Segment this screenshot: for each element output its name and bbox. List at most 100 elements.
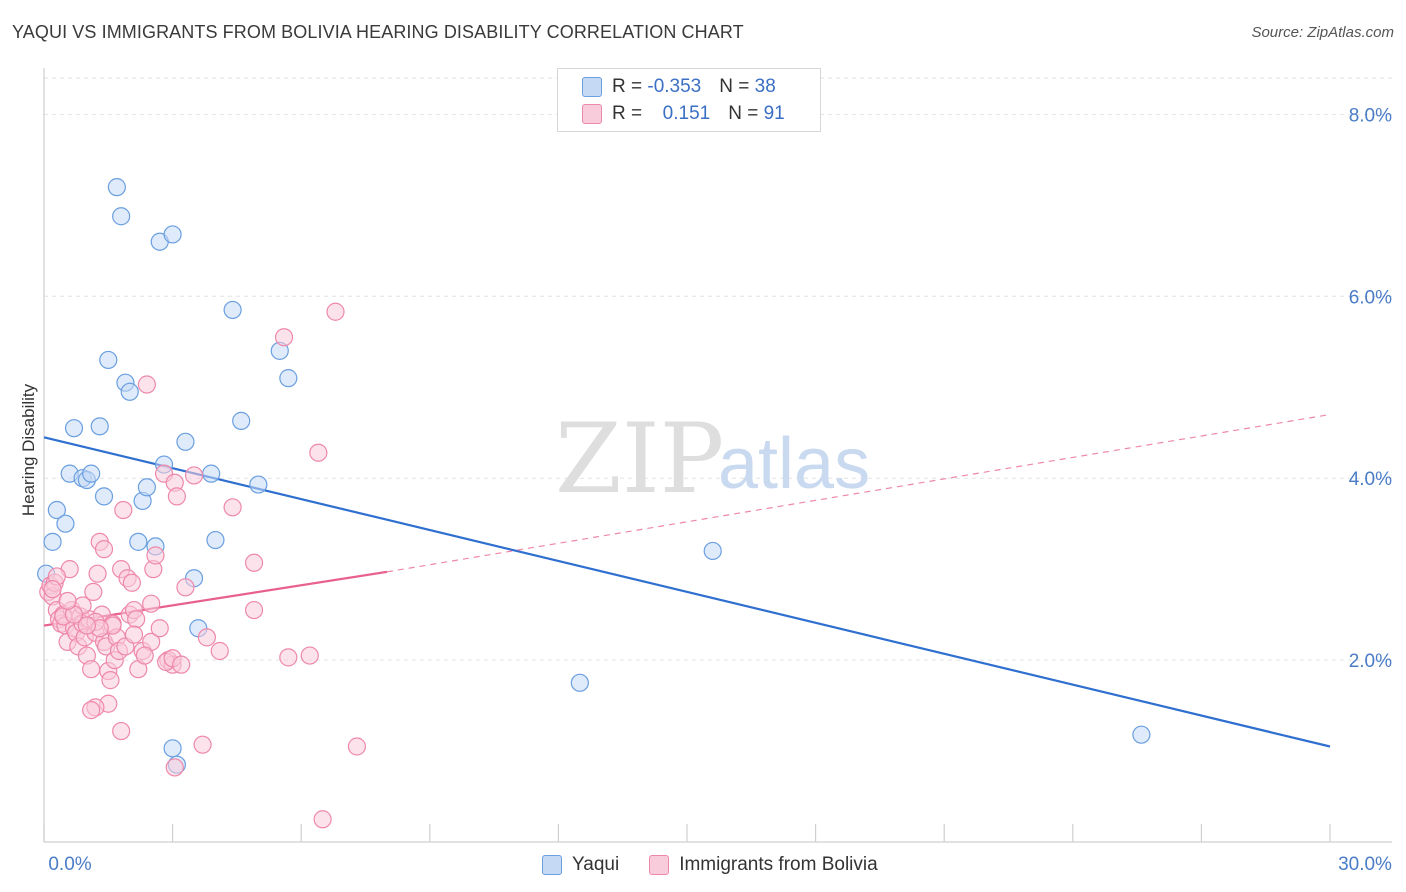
bolivia-point — [82, 701, 101, 720]
yaqui-point — [56, 514, 75, 533]
yaqui-point — [232, 411, 251, 430]
bolivia-point — [122, 573, 141, 592]
yaqui-point — [137, 478, 156, 497]
legend-swatch-yaqui — [582, 77, 602, 97]
bolivia-point — [77, 616, 96, 635]
bolivia-point — [127, 610, 146, 629]
bolivia-point — [165, 758, 184, 777]
bolivia-point — [300, 646, 319, 665]
y-axis-label: Hearing Disability — [19, 383, 38, 516]
yaqui-swatch — [542, 855, 562, 875]
yaqui-point — [1132, 725, 1151, 744]
bolivia-point — [150, 619, 169, 638]
yaqui-point — [176, 432, 195, 451]
bolivia-point — [309, 443, 328, 462]
legend-r-label: R = — [612, 76, 648, 97]
yaqui-point — [703, 541, 722, 561]
bolivia-point — [124, 625, 144, 644]
yaqui-point — [223, 300, 242, 320]
y-tick-label: 6.0% — [1349, 287, 1392, 308]
yaqui-point — [107, 178, 126, 197]
yaqui-point — [99, 350, 118, 370]
bolivia-point — [82, 660, 101, 679]
bolivia-point — [223, 498, 242, 517]
bolivia-point — [58, 591, 77, 611]
yaqui-point — [570, 673, 589, 692]
legend-row-yaqui: R = -0.353 N = 38 — [582, 75, 776, 99]
legend-n-label: N = — [728, 103, 764, 124]
bolivia-point — [197, 628, 216, 647]
yaqui-point — [94, 487, 114, 506]
bolivia-label: Immigrants from Bolivia — [679, 854, 878, 875]
series-legend-bolivia: Immigrants from Bolivia — [649, 854, 878, 876]
yaqui-point — [64, 419, 84, 438]
grid-lines — [44, 77, 1392, 661]
yaqui-point — [206, 530, 225, 550]
bolivia-point — [274, 328, 294, 347]
bolivia-trend-extension — [386, 413, 1331, 573]
bolivia-point — [146, 546, 165, 565]
bolivia-point — [167, 487, 186, 506]
series-legend-yaqui: Yaqui — [542, 854, 619, 876]
yaqui-point — [90, 417, 109, 436]
legend-r-value: 0.151 — [657, 103, 711, 124]
yaqui-point — [112, 207, 131, 226]
bolivia-point — [176, 578, 195, 597]
watermark: ZIP atlas — [555, 403, 870, 515]
legend-r-label: R = — [612, 103, 648, 124]
legend-n-value: 38 — [754, 76, 776, 97]
legend-n-value: 91 — [763, 103, 785, 124]
y-tick-label: 4.0% — [1349, 469, 1392, 490]
legend-swatch-bolivia — [582, 104, 602, 124]
legend-r-value: -0.353 — [647, 76, 702, 97]
correlation-legend: R = -0.353 N = 38 R = 0.151 N = 91 — [557, 68, 821, 132]
yaqui-point — [129, 532, 148, 551]
chart-title: YAQUI VS IMMIGRANTS FROM BOLIVIA HEARING… — [12, 22, 744, 42]
bolivia-point — [347, 737, 367, 756]
yaqui-point — [47, 500, 66, 520]
bolivia-point — [135, 646, 154, 665]
bolivia-point — [326, 302, 345, 321]
bolivia-point — [244, 553, 264, 572]
bolivia-point — [184, 466, 204, 485]
y-tick-label: 8.0% — [1349, 105, 1392, 126]
yaqui-point — [202, 464, 221, 483]
watermark-zip: ZIP — [555, 403, 724, 515]
yaqui-label: Yaqui — [572, 854, 620, 875]
tick-labels: 2.0% 4.0% 6.0% 8.0% 0.0% 30.0% — [48, 105, 1392, 875]
bolivia-point — [112, 721, 131, 741]
bolivia-point — [193, 735, 212, 754]
legend-row-bolivia: R = 0.151 N = 91 — [582, 102, 785, 126]
bolivia-point — [84, 582, 103, 601]
bolivia-point — [88, 564, 107, 583]
yaqui-point — [82, 464, 101, 483]
yaqui-point — [249, 475, 268, 494]
y-tick-label: 2.0% — [1349, 651, 1392, 672]
x-tick-label: 30.0% — [1338, 854, 1392, 875]
bolivia-point — [94, 540, 114, 559]
bolivia-point — [172, 655, 191, 674]
yaqui-point — [279, 369, 298, 388]
watermark-atlas: atlas — [718, 424, 870, 504]
data-points — [37, 178, 1151, 829]
series-legend: Yaqui Immigrants from Bolivia — [542, 852, 908, 878]
source-label: Source: ZipAtlas.com — [1251, 24, 1394, 41]
yaqui-point — [163, 739, 182, 758]
bolivia-swatch — [649, 855, 670, 875]
bolivia-point — [142, 594, 161, 613]
yaqui-point — [43, 532, 62, 551]
bolivia-point — [43, 580, 62, 599]
bolivia-point — [114, 500, 133, 520]
bolivia-point — [137, 375, 156, 394]
bolivia-point — [210, 641, 229, 661]
bolivia-point — [313, 810, 332, 829]
yaqui-point — [163, 225, 182, 244]
axes — [43, 68, 1392, 843]
bolivia-point — [101, 671, 120, 690]
yaqui-point — [120, 382, 139, 401]
x-tick-label: 0.0% — [48, 854, 91, 875]
bolivia-point — [244, 600, 264, 620]
legend-n-label: N = — [719, 76, 755, 97]
bolivia-point — [279, 648, 298, 667]
